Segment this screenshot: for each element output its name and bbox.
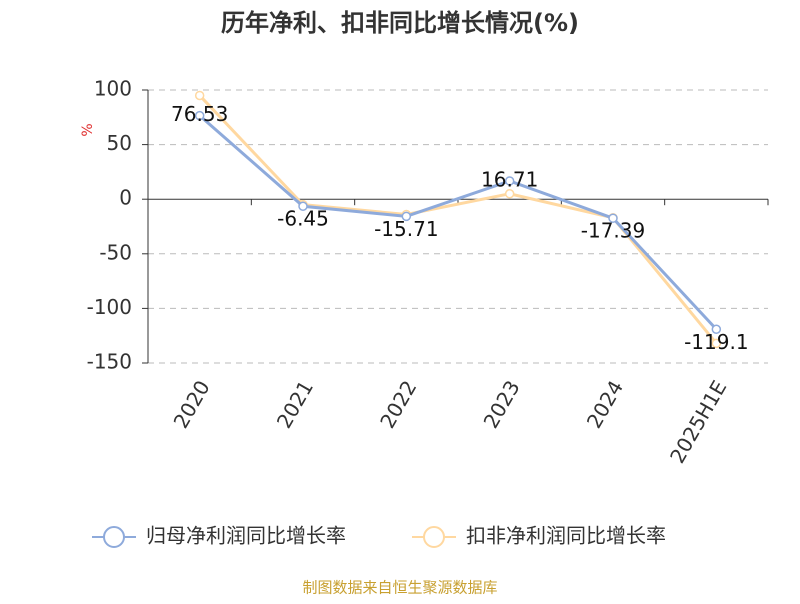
y-tick-label: 100 [94,77,132,101]
source-note: 制图数据来自恒生聚源数据库 [302,579,497,597]
legend-marker [103,526,125,548]
data-point [711,324,722,335]
y-tick-label: 0 [119,186,132,210]
y-tick-label: -50 [99,240,132,264]
data-point [298,201,308,211]
data-label: -15.71 [374,217,438,241]
y-axis-label: % [80,123,96,136]
y-tick-label: -150 [87,350,132,374]
data-label: -6.45 [277,207,329,231]
legend-marker [423,526,445,548]
data-point [608,213,618,223]
legend-label: 归母净利润同比增长率 [146,524,346,548]
data-point [711,338,722,349]
data-point [504,176,515,186]
data-point [401,211,412,222]
data-point [194,90,205,101]
y-tick-label: 50 [107,131,132,155]
data-label: 76.53 [171,102,228,126]
x-tick-label: 2020 [169,376,215,432]
x-tick-label: 2024 [582,376,628,432]
x-tick-label: 2022 [375,376,421,432]
y-tick-label: -100 [87,295,132,319]
x-tick-label: 2025H1E [665,376,731,467]
data-label: 16.71 [481,167,538,191]
chart-title: 历年净利、扣非同比增长情况(%) [221,9,579,37]
data-label: -119.1 [684,330,748,354]
series-line [198,114,718,331]
data-label: -17.39 [581,219,645,243]
x-tick-label: 2021 [272,376,318,432]
legend-label: 扣非净利润同比增长率 [466,524,666,548]
x-tick-label: 2023 [479,376,525,432]
data-point [504,188,515,199]
data-point [194,110,205,121]
